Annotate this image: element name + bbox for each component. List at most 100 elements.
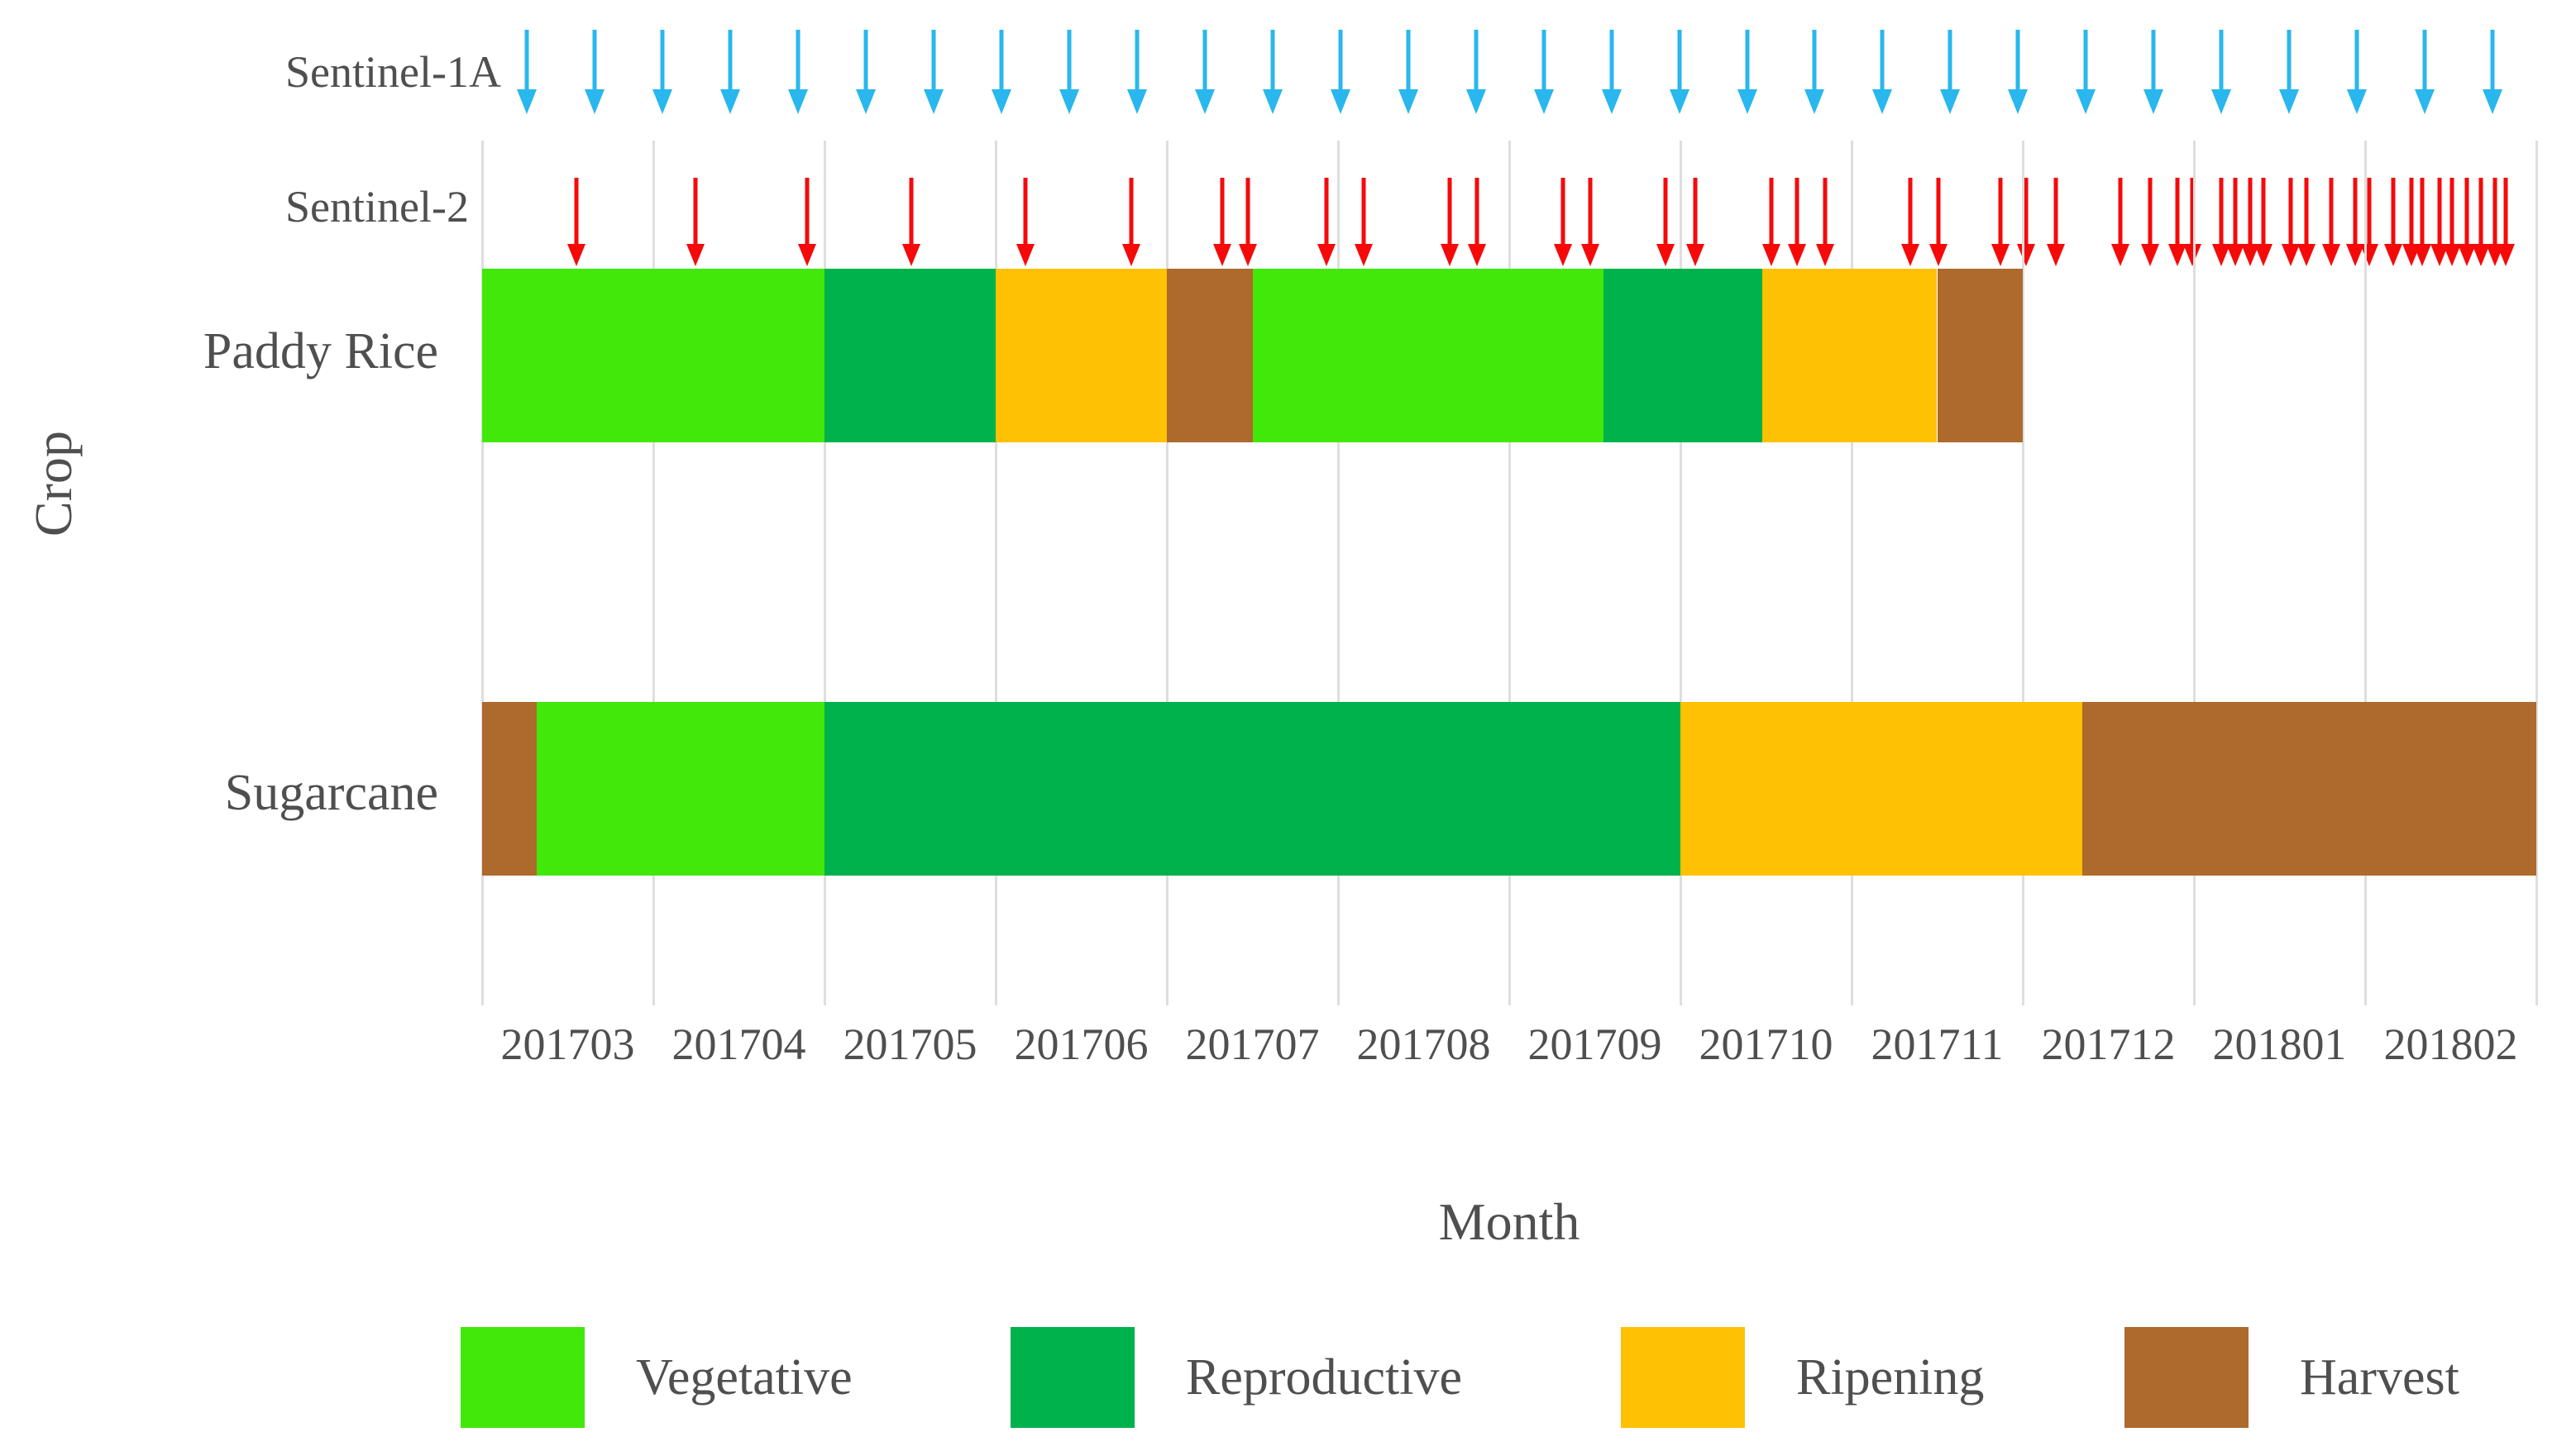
sentinel-2-arrow-shaft	[1245, 178, 1250, 247]
sentinel-1a-arrow-shaft	[1609, 30, 1614, 93]
sentinel-1a-arrow-head	[1940, 89, 1961, 114]
sentinel-1a-arrow-head	[2347, 89, 2368, 114]
sentinel-2-arrow-shaft	[1361, 178, 1366, 247]
sentinel-1a-arrow-head	[652, 89, 672, 114]
legend-swatch-ripening	[1621, 1327, 1745, 1428]
x-tick-label: 201703	[500, 1019, 635, 1069]
sentinel-1a-arrow-head	[1059, 89, 1079, 114]
sentinel-1a-arrow-shaft	[728, 30, 733, 93]
sentinel-2-arrow-head	[2141, 244, 2160, 266]
sentinel-2-arrow-head	[686, 244, 705, 266]
sentinel-2-arrow-head	[2046, 244, 2065, 266]
sentinel-2-arrow-head	[1213, 244, 1232, 266]
legend-label: Vegetative	[636, 1349, 853, 1406]
month-gridline	[995, 141, 997, 1005]
sentinel-1a-arrow-head	[1804, 89, 1825, 114]
sentinel-1a-arrow-head	[1872, 89, 1893, 114]
sentinel-2-arrow-shaft	[1823, 178, 1828, 247]
sentinel-2-arrow-shaft	[805, 178, 810, 247]
sentinel-2-arrow-head	[901, 244, 920, 266]
bar-segment-ripening	[996, 269, 1167, 442]
bar-segment-vegetative	[537, 702, 824, 876]
sentinel-2-arrow-shaft	[1936, 178, 1941, 247]
sentinel-2-arrow-head	[566, 244, 585, 266]
sentinel-1a-arrow-head	[2143, 89, 2164, 114]
sentinel-1a-arrow-head	[2279, 89, 2300, 114]
sentinel-1a-arrow-head	[923, 89, 944, 114]
sentinel-2-arrow-head	[2458, 244, 2477, 266]
x-tick-label: 201710	[1699, 1019, 1833, 1069]
sentinel-1a-arrow-shaft	[2422, 30, 2427, 93]
sentinel-1a-arrow-shaft	[1135, 30, 1140, 93]
sentinel-2-arrow-head	[1656, 244, 1675, 266]
sentinel-1a-arrow-shaft	[1948, 30, 1952, 93]
month-gridline	[1680, 141, 1682, 1005]
sentinel-1a-arrow-shaft	[931, 30, 936, 93]
bar-segment-harvest	[1937, 269, 2023, 442]
sentinel-2-arrow-head	[2182, 244, 2201, 266]
month-gridline	[2364, 141, 2367, 1005]
sentinel-2-row-label: Sentinel-2	[285, 182, 469, 232]
bar-segment-harvest	[1167, 269, 1253, 442]
sentinel-2-arrow-shaft	[1447, 178, 1452, 247]
sentinel-2-arrow-shaft	[2367, 178, 2372, 247]
sentinel-2-arrow-head	[2322, 244, 2341, 266]
sentinel-2-arrow-head	[2281, 244, 2300, 266]
sentinel-2-arrow-shaft	[1908, 178, 1913, 247]
bar-segment-vegetative	[1252, 269, 1603, 442]
legend-label: Reproductive	[1186, 1349, 1463, 1406]
sentinel-1a-arrow-head	[1126, 89, 1147, 114]
bar-segment-reproductive	[824, 269, 996, 442]
sentinel-2-arrow-shaft	[2053, 178, 2058, 247]
sentinel-1a-arrow-head	[855, 89, 876, 114]
sentinel-2-arrow-shaft	[2148, 178, 2153, 247]
sentinel-1a-arrow-shaft	[2083, 30, 2088, 93]
sentinel-2-arrow-shaft	[2437, 178, 2442, 247]
sentinel-1a-arrow-shaft	[1270, 30, 1275, 93]
sentinel-1a-arrow-head	[584, 89, 605, 114]
row-label-paddy-rice: Paddy Rice	[203, 323, 438, 380]
sentinel-1a-arrow-shaft	[2151, 30, 2156, 93]
sentinel-2-arrow-head	[2345, 244, 2364, 266]
sentinel-2-arrow-head	[2016, 244, 2035, 266]
sentinel-1a-arrow-shaft	[2015, 30, 2020, 93]
sentinel-2-arrow-shaft	[2409, 178, 2414, 247]
legend-swatch-harvest	[2124, 1327, 2249, 1428]
x-tick-label: 201708	[1356, 1019, 1491, 1069]
sentinel-2-arrow-head	[2442, 244, 2461, 266]
x-tick-label: 201801	[2212, 1019, 2347, 1069]
sentinel-2-arrow-head	[1685, 244, 1704, 266]
sentinel-2-arrow-shaft	[1588, 178, 1593, 247]
sentinel-1a-arrow-head	[787, 89, 808, 114]
month-gridline	[1337, 141, 1340, 1005]
sentinel-1a-arrow-head	[2008, 89, 2029, 114]
sentinel-1a-arrow-shaft	[2490, 30, 2495, 93]
sentinel-1a-arrow-head	[2211, 89, 2232, 114]
sentinel-2-arrow-shaft	[2175, 178, 2180, 247]
sentinel-1a-arrow-shaft	[863, 30, 868, 93]
sentinel-2-arrow-shaft	[2492, 178, 2497, 247]
bar-segment-harvest	[2082, 702, 2536, 876]
x-axis-tick-labels: 201703 201704 201705 201706 201707 201708 2017…	[482, 1015, 2536, 1073]
sentinel-1a-arrow-layer	[482, 30, 2536, 114]
sentinel-2-arrow-shaft	[2503, 178, 2508, 247]
sentinel-1a-arrow-shaft	[1880, 30, 1885, 93]
plot-area	[481, 141, 2538, 1005]
sentinel-2-arrow-head	[1554, 244, 1573, 266]
sentinel-2-arrow-shaft	[2288, 178, 2293, 247]
sentinel-2-arrow-shaft	[2233, 178, 2238, 247]
month-gridline	[1850, 141, 1853, 1005]
sentinel-2-arrow-shaft	[1693, 178, 1698, 247]
sentinel-1a-arrow-head	[2415, 89, 2435, 114]
sentinel-2-arrow-head	[1440, 244, 1459, 266]
sentinel-1a-arrow-shaft	[1067, 30, 1072, 93]
sentinel-2-arrow-head	[1354, 244, 1373, 266]
sentinel-2-arrow-shaft	[1129, 178, 1134, 247]
sentinel-2-arrow-head	[1901, 244, 1919, 266]
sentinel-1a-arrow-shaft	[1338, 30, 1343, 93]
sentinel-2-arrow-head	[2168, 244, 2187, 266]
bar-row-sugarcane	[482, 702, 2536, 876]
sentinel-2-arrow-head	[797, 244, 816, 266]
sentinel-2-arrow-head	[2225, 244, 2244, 266]
